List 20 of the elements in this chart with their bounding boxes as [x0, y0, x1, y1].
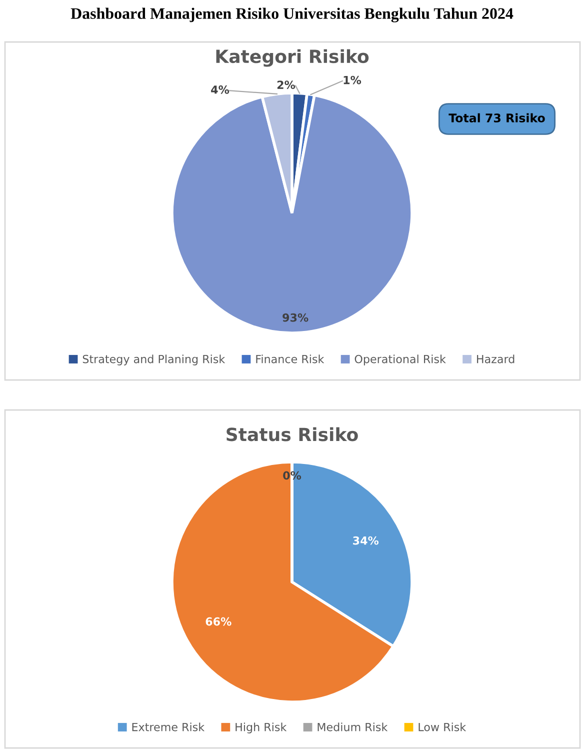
legend-label: Operational Risk [354, 354, 446, 366]
text: 0% [283, 471, 302, 480]
text: Total 73 Risiko [448, 113, 545, 122]
legend-label: Medium Risk [318, 722, 388, 732]
legend-label: Low Risk [418, 722, 466, 732]
legend-label: Strategy and Planing Risk [82, 354, 226, 366]
data-label: 34% [353, 536, 379, 545]
data-label: 1% [344, 76, 362, 84]
legend-label: Finance Risk [256, 354, 324, 364]
legend-label: Hazard [477, 354, 514, 364]
data-label: 66% [206, 617, 232, 626]
data-label: 93% [282, 313, 308, 322]
pie-slice [170, 94, 414, 334]
legend-label: Extreme Risk [132, 722, 205, 732]
data-label: 2% [277, 80, 296, 90]
legend-label: High Risk [236, 722, 287, 734]
chart-title: Status Risiko [226, 427, 358, 442]
text: Dashboard Manajemen Risiko Universitas Bengkulu Tahun 2024 [70, 8, 514, 22]
chart-title: Kategori Risiko [216, 49, 369, 67]
data-label: 4% [211, 85, 230, 94]
